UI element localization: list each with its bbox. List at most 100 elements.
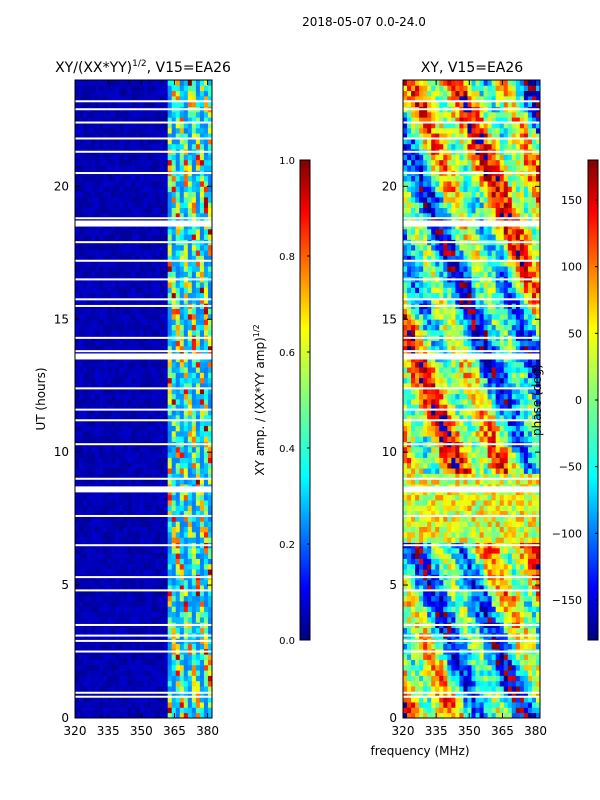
- amplitude-heat-cell: [183, 383, 189, 389]
- amplitude-heat-cell: [143, 664, 148, 671]
- amplitude-heat-cell: [151, 127, 156, 134]
- amplitude-heat-cell: [119, 324, 124, 331]
- amplitude-heat-cell: [207, 654, 213, 660]
- amplitude-heat-cell: [171, 473, 177, 480]
- amplitude-heat-cell: [131, 372, 136, 379]
- amplitude-heat-cell: [127, 313, 132, 320]
- amplitude-heat-cell: [119, 696, 124, 703]
- amplitude-heat-cell: [187, 85, 193, 92]
- amplitude-heat-cell: [175, 579, 181, 586]
- amplitude-heat-cell: [143, 399, 148, 405]
- phase-heat-cell: [403, 606, 408, 613]
- amplitude-heat-cell: [79, 282, 84, 288]
- amplitude-heat-cell: [147, 654, 152, 660]
- amplitude-heat-cell: [131, 611, 136, 618]
- amplitude-heat-cell: [195, 329, 201, 336]
- amplitude-heat-cell: [175, 696, 181, 703]
- amplitude-heat-cell: [179, 90, 185, 97]
- amplitude-heat-cell: [163, 686, 169, 692]
- amplitude-heat-cell: [179, 627, 185, 634]
- amplitude-heat-cell: [139, 664, 144, 671]
- amplitude-heat-cell: [179, 537, 185, 543]
- amplitude-heat-cell: [99, 473, 104, 480]
- amplitude-heat-cell: [187, 446, 193, 453]
- phase-heat-cell: [475, 691, 480, 698]
- phase-heat-cell: [515, 696, 521, 703]
- amplitude-heat-cell: [95, 271, 100, 278]
- amplitude-heat-cell: [135, 207, 140, 214]
- amplitude-heat-cell: [199, 95, 205, 102]
- phase-heat-cell: [527, 675, 533, 682]
- amplitude-heat-cell: [147, 430, 152, 437]
- amplitude-heat-cell: [167, 159, 173, 166]
- amplitude-heat-cell: [195, 111, 201, 118]
- amplitude-heat-cell: [75, 329, 80, 336]
- amplitude-heat-cell: [103, 590, 108, 597]
- amplitude-heat-cell: [175, 558, 181, 565]
- phase-heat-cell: [431, 616, 436, 623]
- amplitude-heat-cell: [167, 558, 173, 565]
- amplitude-heat-cell: [79, 643, 84, 650]
- amplitude-heat-cell: [183, 122, 189, 129]
- amplitude-heat-cell: [199, 361, 205, 368]
- amplitude-heat-cell: [147, 505, 152, 512]
- amplitude-heat-cell: [115, 154, 120, 161]
- amplitude-heat-cell: [131, 388, 136, 395]
- amplitude-heat-cell: [95, 563, 100, 570]
- phase-heat-cell: [415, 686, 420, 692]
- phase-heat-cell: [467, 659, 472, 666]
- phase-heat-cell: [523, 670, 529, 676]
- amplitude-heat-cell: [203, 473, 209, 480]
- amplitude-data-gap: [75, 150, 212, 153]
- phase-heat-cell: [447, 702, 452, 708]
- amplitude-heat-cell: [91, 271, 96, 278]
- amplitude-heat-cell: [203, 510, 209, 517]
- amplitude-heat-cell: [135, 579, 140, 586]
- amplitude-heat-cell: [95, 212, 100, 219]
- amplitude-heat-cell: [83, 122, 88, 129]
- amplitude-heat-cell: [87, 324, 92, 331]
- amplitude-heat-cell: [179, 340, 185, 347]
- amplitude-heat-cell: [107, 590, 112, 597]
- amplitude-heat-cell: [191, 436, 197, 442]
- amplitude-heat-cell: [187, 191, 193, 198]
- amplitude-heat-cell: [179, 85, 185, 92]
- amplitude-heat-cell: [135, 202, 140, 208]
- amplitude-heat-cell: [175, 414, 181, 421]
- amplitude-heat-cell: [199, 165, 205, 171]
- amplitude-heat-cell: [175, 478, 181, 485]
- amplitude-heat-cell: [163, 691, 169, 698]
- amplitude-heat-cell: [191, 202, 197, 208]
- amplitude-y-tick-label: 20: [54, 179, 69, 193]
- amplitude-heat-cell: [155, 558, 161, 565]
- amplitude-heat-cell: [99, 425, 104, 432]
- amplitude-heat-cell: [187, 111, 193, 118]
- amplitude-heat-cell: [203, 670, 209, 676]
- amplitude-heat-cell: [119, 154, 124, 161]
- amplitude-heat-cell: [195, 585, 201, 591]
- phase-heat-cell: [435, 707, 440, 714]
- amplitude-heat-cell: [95, 196, 100, 203]
- amplitude-heat-cell: [127, 175, 132, 182]
- amplitude-heat-cell: [151, 329, 156, 336]
- amplitude-heat-cell: [107, 537, 112, 543]
- amplitude-heat-cell: [91, 457, 96, 464]
- amplitude-heat-cell: [207, 680, 213, 687]
- amplitude-heat-cell: [99, 313, 104, 320]
- amplitude-heat-cell: [79, 399, 84, 405]
- phase-heat-cell: [455, 664, 460, 671]
- phase-heat-cell: [427, 707, 432, 714]
- amplitude-heat-cell: [155, 165, 161, 171]
- amplitude-heat-cell: [175, 526, 181, 533]
- amplitude-heat-cell: [171, 143, 177, 150]
- amplitude-heat-cell: [191, 521, 197, 527]
- amplitude-heat-cell: [107, 654, 112, 660]
- amplitude-heat-cell: [135, 329, 140, 336]
- amplitude-heat-cell: [87, 590, 92, 597]
- phase-heat-cell: [447, 585, 452, 591]
- amplitude-heat-cell: [123, 590, 128, 597]
- amplitude-heat-cell: [187, 127, 193, 134]
- amplitude-heat-cell: [191, 133, 197, 139]
- amplitude-heat-cell: [175, 473, 181, 480]
- phase-heat-cell: [495, 595, 501, 602]
